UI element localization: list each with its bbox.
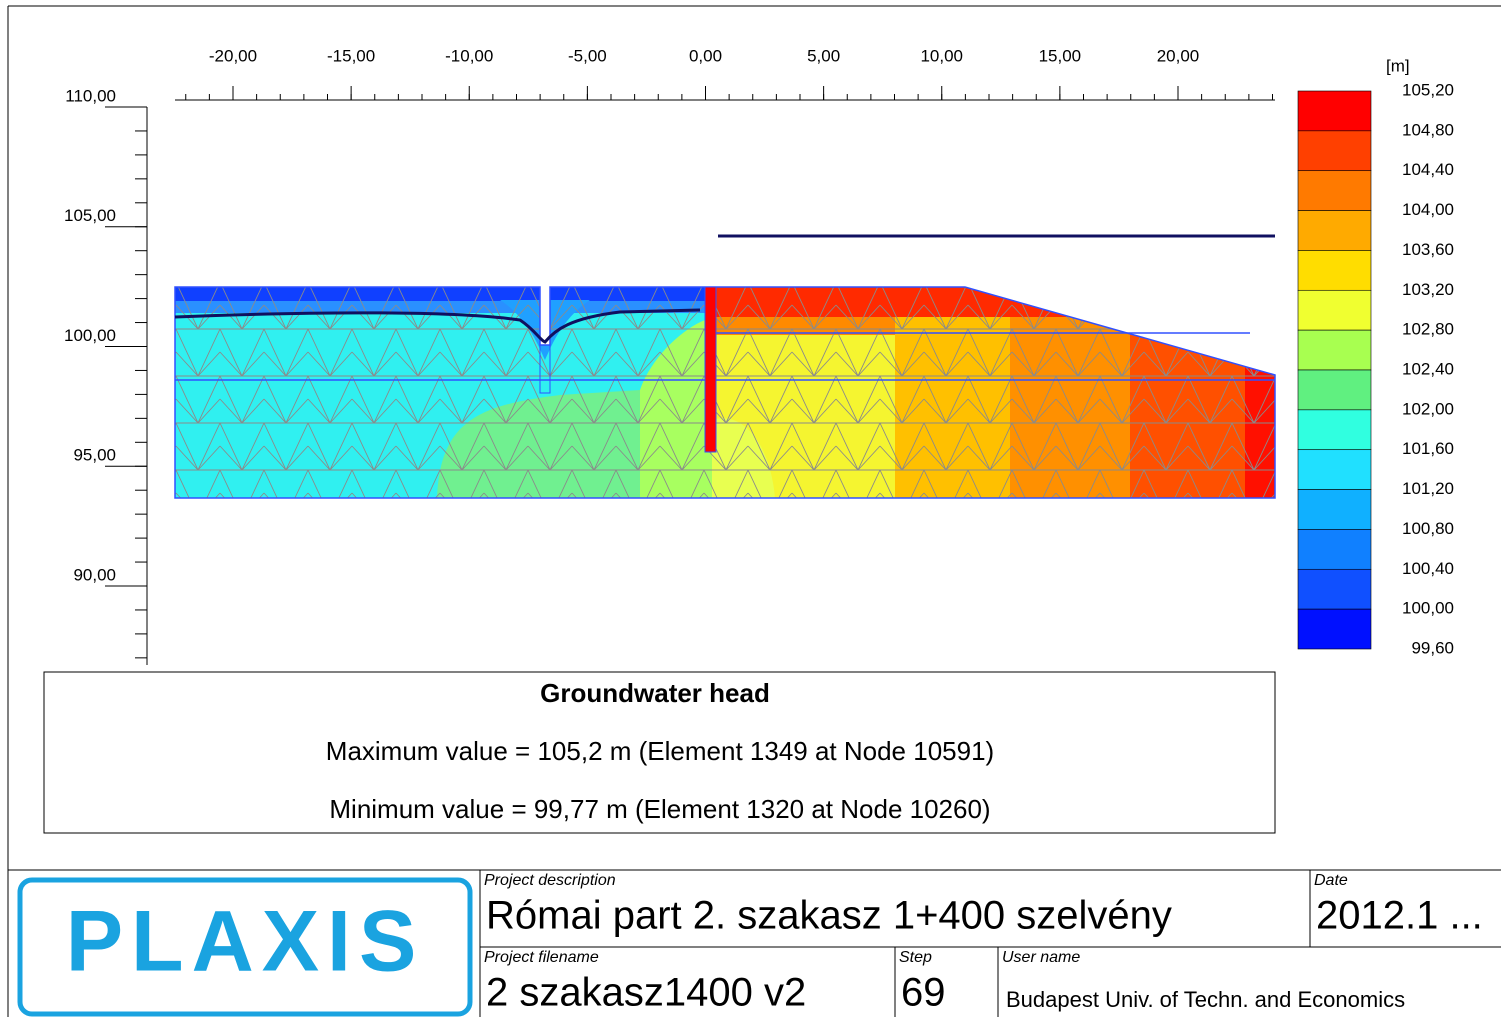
legend-label: 102,40 <box>1402 359 1454 378</box>
logo-frame <box>17 877 473 1017</box>
field-label: Step <box>899 949 932 966</box>
field-label: Project description <box>484 872 616 889</box>
x-tick-label: -10,00 <box>445 46 493 65</box>
legend-label: 102,00 <box>1402 399 1454 418</box>
legend-swatch <box>1297 568 1372 610</box>
field-value: 69 <box>901 971 946 1015</box>
x-tick-label: 5,00 <box>807 46 840 65</box>
legend-label: 101,20 <box>1402 479 1454 498</box>
legend-swatch <box>1297 289 1372 331</box>
x-tick-label: 0,00 <box>689 46 722 65</box>
legend-swatch <box>1297 489 1372 530</box>
phreatic-line <box>174 308 701 344</box>
legend-swatch <box>1297 409 1372 451</box>
legend-swatch <box>1297 90 1372 132</box>
field-value: 2012.1 ... <box>1316 894 1483 938</box>
legend-unit: [m] <box>1386 56 1410 75</box>
legend-label: 100,80 <box>1402 519 1454 538</box>
results-max: Maximum value = 105,2 m (Element 1349 at… <box>326 736 994 766</box>
field-value: 2 szakasz1400 v2 <box>486 971 806 1015</box>
legend-swatch <box>1297 369 1372 411</box>
y-tick-label: 95,00 <box>73 446 116 465</box>
legend-label: 100,00 <box>1402 599 1454 618</box>
legend-swatch <box>1297 250 1372 291</box>
x-tick-label: -20,00 <box>209 46 257 65</box>
legend-label: 101,60 <box>1402 439 1454 458</box>
legend-swatch <box>1297 170 1372 211</box>
legend-swatch <box>1297 529 1372 570</box>
results-title: Groundwater head <box>540 678 770 708</box>
y-tick-label: 105,00 <box>64 206 116 225</box>
legend-label: 103,60 <box>1402 240 1454 259</box>
ditch <box>539 344 551 394</box>
legend-label: 105,20 <box>1402 80 1454 99</box>
y-tick-label: 90,00 <box>73 565 116 584</box>
results-box <box>43 671 1276 834</box>
results-min: Minimum value = 99,77 m (Element 1320 at… <box>329 794 990 824</box>
legend-label: 104,80 <box>1402 120 1454 139</box>
legend-swatch <box>1297 608 1372 650</box>
legend-label: 99,60 <box>1411 638 1454 657</box>
legend-swatch <box>1297 449 1372 490</box>
legend-label: 103,20 <box>1402 280 1454 299</box>
x-tick-label: 15,00 <box>1039 46 1082 65</box>
field-label: Project filename <box>484 949 599 966</box>
y-tick-label: 110,00 <box>65 86 116 105</box>
sheet-pile <box>704 286 717 453</box>
contour-plot <box>175 287 1275 498</box>
x-tick-label: 10,00 <box>920 46 963 65</box>
x-tick-label: -5,00 <box>568 46 607 65</box>
domain-outline <box>174 286 1276 499</box>
legend-swatch <box>1297 210 1372 251</box>
legend-label: 100,40 <box>1402 559 1454 578</box>
y-tick-label: 100,00 <box>64 326 116 345</box>
x-tick-label: -15,00 <box>327 46 375 65</box>
field-value: Budapest Univ. of Techn. and Economics <box>1006 987 1405 1012</box>
legend-label: 104,40 <box>1402 160 1454 179</box>
legend-label: 104,00 <box>1402 200 1454 219</box>
legend-swatch <box>1297 130 1372 172</box>
field-label: User name <box>1002 949 1080 966</box>
field-value: Római part 2. szakasz 1+400 szelvény <box>486 894 1172 938</box>
legend-swatch <box>1297 329 1372 371</box>
field-label: Date <box>1314 872 1348 889</box>
x-tick-label: 20,00 <box>1157 46 1200 65</box>
legend-label: 102,80 <box>1402 320 1454 339</box>
logo: PLAXIS <box>66 894 425 990</box>
